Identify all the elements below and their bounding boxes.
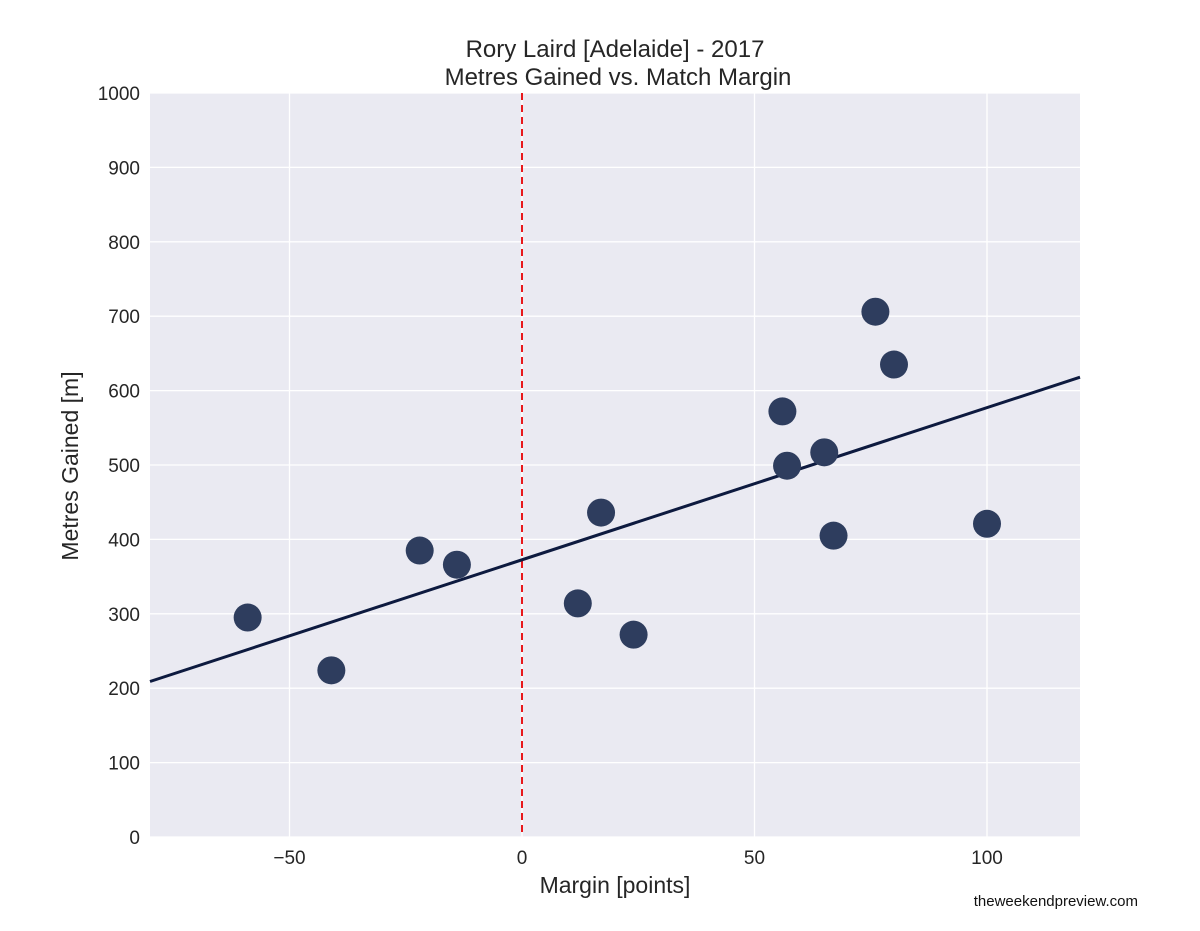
grid-lines <box>150 92 1080 838</box>
x-tick-labels: −50 0 50 100 <box>273 848 1002 869</box>
trend-line-group <box>149 375 1081 683</box>
watermark: theweekendpreview.com <box>973 893 1138 910</box>
y-tick-label: 1000 <box>98 84 140 105</box>
x-tick-label: 50 <box>744 848 765 869</box>
data-point <box>861 297 890 326</box>
data-point <box>317 656 346 685</box>
data-point <box>405 536 434 565</box>
y-tick-label: 500 <box>108 456 140 477</box>
y-tick-label: 800 <box>108 233 140 254</box>
data-point <box>773 451 802 480</box>
data-point <box>768 397 797 426</box>
data-point <box>563 589 592 618</box>
trend-line <box>149 375 1081 683</box>
y-axis-label: Metres Gained [m] <box>57 371 83 560</box>
y-tick-label: 200 <box>108 679 140 700</box>
y-tick-label: 400 <box>108 530 140 551</box>
data-point <box>810 438 839 467</box>
x-tick-label: 0 <box>517 848 528 869</box>
chart-title: Rory Laird [Adelaide] - 2017 <box>466 36 765 63</box>
y-tick-label: 600 <box>108 382 140 403</box>
data-point <box>587 498 616 527</box>
y-tick-label: 100 <box>108 754 140 775</box>
data-point <box>233 603 262 632</box>
data-point <box>442 550 471 579</box>
y-tick-label: 0 <box>129 828 140 849</box>
y-tick-label: 300 <box>108 605 140 626</box>
x-tick-label: −50 <box>273 848 305 869</box>
data-point <box>880 350 908 379</box>
data-point <box>819 521 848 550</box>
y-tick-label: 700 <box>108 307 140 328</box>
data-point <box>619 620 648 649</box>
y-tick-labels: 0 100 200 300 400 500 600 700 800 900 1000 <box>98 84 140 849</box>
data-point <box>973 509 1001 538</box>
x-axis-label: Margin [points] <box>540 872 691 898</box>
x-tick-label: 100 <box>971 848 1003 869</box>
data-points <box>233 297 1001 685</box>
chart-subtitle: Metres Gained vs. Match Margin <box>445 64 792 91</box>
y-tick-label: 900 <box>108 158 140 179</box>
